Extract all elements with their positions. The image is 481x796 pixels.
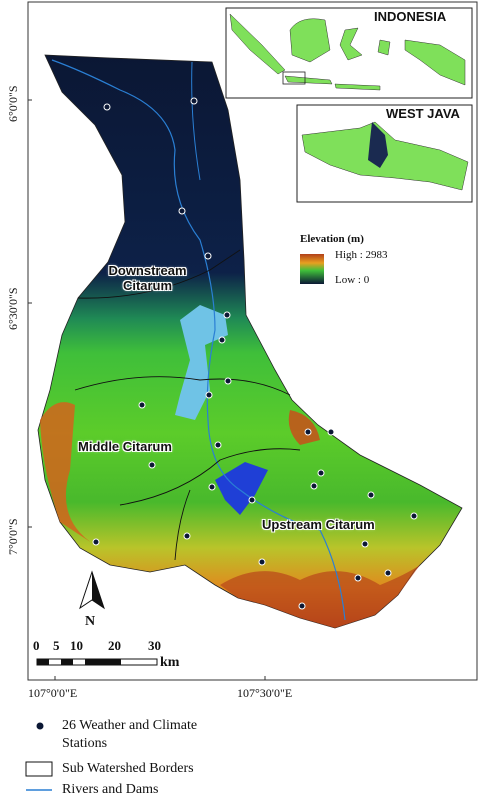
station	[190, 97, 198, 105]
station	[214, 441, 222, 449]
station	[218, 336, 226, 344]
inset-title: WEST JAVA	[386, 106, 460, 121]
legend-high: High : 2983	[335, 249, 388, 261]
station	[223, 311, 231, 319]
lat-label: 7°0'0"S	[6, 518, 20, 555]
north-label: N	[85, 614, 96, 629]
station	[204, 252, 212, 260]
lat-label: 6°0'0"S	[6, 85, 20, 122]
legend-border-symbol	[25, 761, 53, 777]
station	[248, 496, 256, 504]
reservoir	[215, 462, 268, 515]
station	[258, 558, 266, 566]
inset-locator	[282, 71, 306, 85]
highland	[220, 565, 420, 628]
station	[205, 391, 213, 399]
river	[191, 61, 201, 181]
station	[310, 482, 318, 490]
highland	[40, 402, 95, 545]
legend-low: Low : 0	[335, 274, 370, 286]
legend-label: Sub Watershed Borders	[62, 761, 194, 776]
scale-unit: km	[160, 655, 180, 670]
station	[138, 401, 146, 409]
station	[317, 469, 325, 477]
legend-label: 26 Weather and Climate Stations	[62, 718, 198, 751]
legend-station-symbol	[36, 722, 44, 730]
station	[361, 540, 369, 548]
region-label: Upstream Citarum	[262, 517, 375, 532]
scale-label: 20	[108, 638, 121, 653]
region-label: Middle Citarum	[78, 439, 172, 454]
station	[354, 574, 362, 582]
lat-label: 6°30'0"S	[6, 287, 20, 330]
stations	[92, 97, 418, 610]
station	[183, 532, 191, 540]
station	[384, 569, 392, 577]
legend-label: Rivers and Dams	[62, 782, 159, 796]
station	[178, 207, 186, 215]
station	[208, 483, 216, 491]
sub-watershed-border	[74, 249, 301, 561]
islands	[229, 13, 466, 91]
region-label: Downstream Citarum	[108, 263, 187, 293]
scale-label: 30	[148, 638, 161, 653]
north-arrow	[92, 572, 104, 608]
lon-label: 107°30'0"E	[237, 686, 293, 700]
station	[103, 103, 111, 111]
station	[224, 377, 232, 385]
station	[298, 602, 306, 610]
inset-title: INDONESIA	[374, 9, 447, 24]
scale-label: 10	[70, 638, 83, 653]
elevation-ramp	[300, 254, 324, 284]
station	[304, 428, 312, 436]
legend-title: Elevation (m)	[300, 233, 364, 245]
highland	[288, 410, 320, 445]
station	[327, 428, 335, 436]
scale-bar	[36, 658, 158, 666]
station	[410, 512, 418, 520]
scale-label: 0	[33, 638, 40, 653]
station	[148, 461, 156, 469]
citarum-inset	[368, 122, 388, 168]
station	[92, 538, 100, 546]
station	[367, 491, 375, 499]
lon-label: 107°0'0"E	[28, 686, 78, 700]
scale-label: 5	[53, 638, 60, 653]
river	[51, 59, 346, 621]
